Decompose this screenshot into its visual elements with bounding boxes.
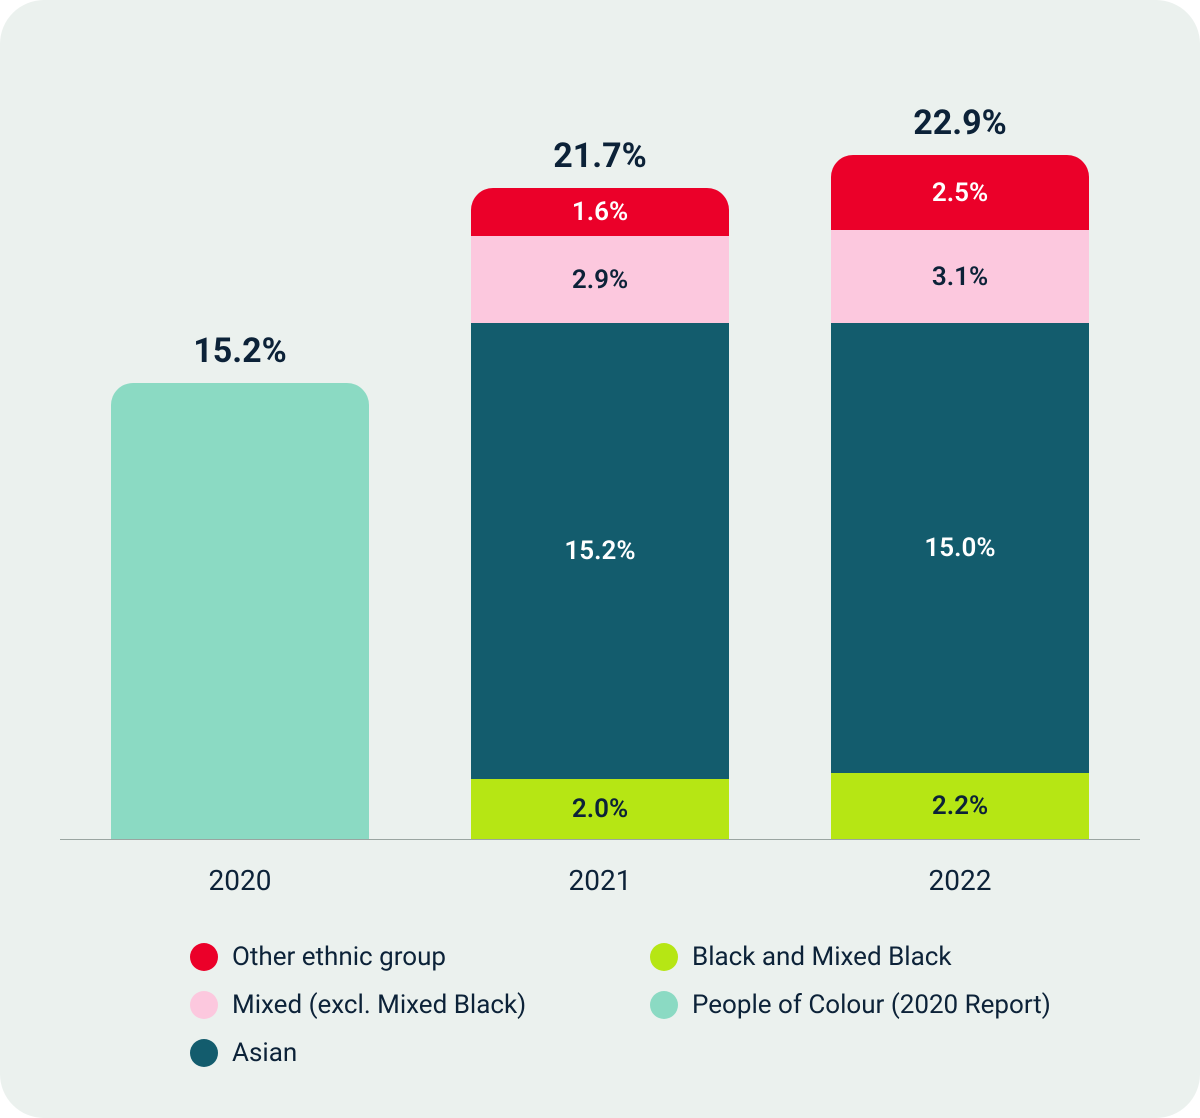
- bar-2021: 1.6% 2.9% 15.2% 2.0%: [471, 188, 729, 839]
- bar-segment-mixed: 3.1%: [831, 230, 1089, 323]
- legend: Other ethnic group Black and Mixed Black…: [60, 942, 1140, 1078]
- legend-item-black: Black and Mixed Black: [650, 942, 1090, 972]
- bar-group-2021: 21.7% 1.6% 2.9% 15.2% 2.0%: [420, 136, 780, 839]
- legend-item-asian: Asian: [190, 1038, 630, 1068]
- x-axis: 2020 2021 2022: [60, 864, 1140, 897]
- bar-2022: 2.5% 3.1% 15.0% 2.2%: [831, 155, 1089, 839]
- x-axis-label: 2022: [780, 864, 1140, 897]
- bar-segment-poc2020: [111, 383, 369, 839]
- legend-item-poc2020: People of Colour (2020 Report): [650, 990, 1090, 1020]
- bar-segment-black: 2.0%: [471, 779, 729, 839]
- bar-segment-black: 2.2%: [831, 773, 1089, 839]
- bar-total-label: 21.7%: [553, 136, 647, 176]
- legend-label: Mixed (excl. Mixed Black): [232, 990, 526, 1020]
- bar-segment-asian: 15.2%: [471, 323, 729, 779]
- bar-group-2020: 15.2%: [60, 331, 420, 839]
- legend-swatch: [190, 991, 218, 1019]
- legend-swatch: [650, 943, 678, 971]
- bar-segment-asian: 15.0%: [831, 323, 1089, 773]
- x-axis-label: 2021: [420, 864, 780, 897]
- bar-segment-other: 1.6%: [471, 188, 729, 236]
- bar-2020: [111, 383, 369, 839]
- legend-swatch: [190, 1039, 218, 1067]
- plot-region: 15.2% 21.7% 1.6% 2.9% 15.2% 2.0% 22.9% 2…: [60, 60, 1140, 840]
- legend-swatch: [650, 991, 678, 1019]
- bar-segment-other: 2.5%: [831, 155, 1089, 230]
- legend-item-mixed: Mixed (excl. Mixed Black): [190, 990, 630, 1020]
- legend-label: Other ethnic group: [232, 942, 446, 972]
- x-axis-label: 2020: [60, 864, 420, 897]
- legend-item-other: Other ethnic group: [190, 942, 630, 972]
- chart-card: 15.2% 21.7% 1.6% 2.9% 15.2% 2.0% 22.9% 2…: [0, 0, 1200, 1118]
- bar-total-label: 15.2%: [193, 331, 287, 371]
- bar-group-2022: 22.9% 2.5% 3.1% 15.0% 2.2%: [780, 103, 1140, 839]
- legend-label: Asian: [232, 1038, 297, 1068]
- legend-swatch: [190, 943, 218, 971]
- bar-segment-mixed: 2.9%: [471, 236, 729, 323]
- bar-total-label: 22.9%: [913, 103, 1007, 143]
- chart-area: 15.2% 21.7% 1.6% 2.9% 15.2% 2.0% 22.9% 2…: [60, 60, 1140, 942]
- legend-label: Black and Mixed Black: [692, 942, 952, 972]
- legend-label: People of Colour (2020 Report): [692, 990, 1051, 1020]
